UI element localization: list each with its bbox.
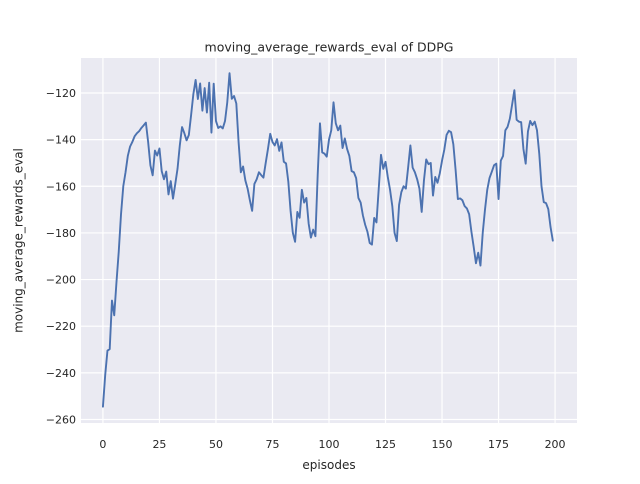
y-tick-label: −220 [46, 320, 76, 333]
data-line [101, 72, 554, 408]
y-tick-label: −140 [46, 134, 76, 147]
x-tick-label: 25 [152, 438, 166, 451]
x-tick-label: 100 [319, 438, 340, 451]
x-tick-label: 150 [432, 438, 453, 451]
y-tick-label: −160 [46, 180, 76, 193]
y-axis-label: moving_average_rewards_eval [12, 148, 26, 333]
y-tick-label: −200 [46, 274, 76, 287]
chart-title: moving_average_rewards_eval of DDPG [205, 40, 454, 55]
x-tick-label: 175 [488, 438, 509, 451]
reward-line-series [101, 72, 554, 408]
x-tick-label: 50 [209, 438, 223, 451]
x-axis-label: episodes [302, 458, 355, 472]
y-tick-label: −180 [46, 227, 76, 240]
x-tick-label: 200 [545, 438, 566, 451]
y-tick-label: −120 [46, 87, 76, 100]
x-tick-label: 0 [99, 438, 106, 451]
x-axis-tick-labels: 0 25 50 75 100 125 150 175 200 [99, 438, 565, 451]
y-tick-label: −260 [46, 414, 76, 427]
x-tick-label: 75 [265, 438, 279, 451]
y-axis-tick-labels: −120 −140 −160 −180 −200 −220 −240 −260 [46, 87, 76, 427]
x-tick-label: 125 [375, 438, 396, 451]
y-tick-label: −240 [46, 367, 76, 380]
